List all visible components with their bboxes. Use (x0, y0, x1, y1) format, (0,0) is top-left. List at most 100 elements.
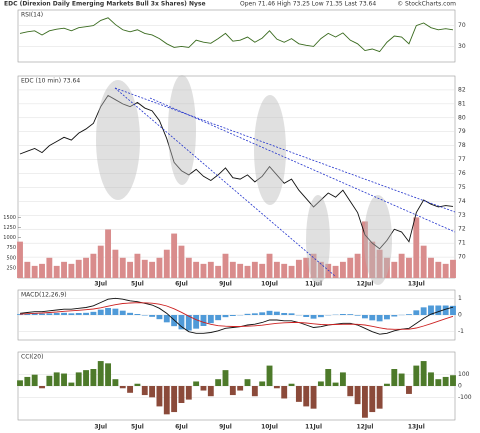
trend-line (114, 87, 336, 277)
bar (450, 375, 456, 386)
bar (303, 386, 310, 407)
bar (391, 261, 398, 278)
bar (68, 263, 75, 278)
bar (53, 265, 60, 278)
bar (75, 313, 82, 315)
bar (376, 386, 383, 409)
bar (200, 386, 207, 391)
bar (105, 308, 112, 315)
bar (420, 307, 427, 315)
bar (361, 221, 368, 278)
bar (178, 386, 185, 403)
bar (127, 312, 134, 315)
x-tick-label: 3Jul (94, 281, 107, 288)
bar (97, 309, 104, 315)
bar (46, 375, 53, 386)
bar (193, 381, 200, 386)
bar (332, 265, 339, 278)
bar (273, 386, 280, 389)
bar (413, 217, 420, 278)
y2-tick-label: 1500 (3, 215, 16, 221)
bar (251, 261, 258, 278)
bar (442, 305, 449, 315)
x-tick-label: 12Jul (356, 281, 373, 288)
x-tick-label: 6Jul (175, 281, 188, 288)
y-tick-label: 81 (458, 100, 466, 107)
bar (171, 233, 178, 278)
bar (369, 241, 376, 278)
y-tick-label: 77 (458, 156, 466, 163)
bar (31, 374, 38, 386)
bar (332, 382, 339, 386)
bar (31, 313, 38, 315)
bar (266, 310, 273, 315)
bar (24, 261, 31, 278)
bar (178, 315, 185, 330)
y-tick-label: -100 (458, 394, 472, 401)
x-tick-label: 9Jul (219, 424, 232, 431)
bar (90, 369, 97, 386)
bar (105, 229, 112, 278)
bar (46, 313, 53, 315)
bar (31, 265, 38, 278)
bar (163, 249, 170, 278)
bar (384, 315, 390, 320)
bar (215, 315, 222, 321)
bar (229, 315, 236, 316)
bar (354, 253, 361, 278)
bar (369, 315, 376, 321)
panel-title: EDC (10 min) 73.64 (21, 78, 80, 85)
bar (17, 380, 23, 386)
bar (171, 386, 178, 413)
bar (68, 313, 75, 315)
bar (134, 383, 141, 386)
bar (215, 379, 222, 386)
y-tick-label: 30 (458, 43, 466, 50)
bar (428, 257, 434, 278)
bar (435, 305, 442, 315)
bar (185, 315, 192, 331)
bar (354, 386, 361, 405)
bar (119, 386, 126, 389)
y-tick-label: 70 (458, 22, 466, 29)
x-tick-label: 13Jul (408, 424, 425, 431)
bar (398, 253, 405, 278)
bar (244, 265, 251, 278)
y-tick-label: 71 (458, 240, 466, 247)
bar (222, 315, 229, 318)
highlight (306, 195, 330, 285)
bar (200, 263, 207, 278)
x-tick-label: 9Jul (219, 281, 232, 288)
bar (251, 313, 258, 315)
y-tick-label: 75 (458, 184, 466, 191)
bar (39, 263, 45, 278)
bar (141, 259, 148, 278)
bar (215, 265, 222, 278)
bar (24, 313, 31, 315)
bar (119, 257, 126, 278)
y-tick-label: 100 (458, 371, 470, 378)
bar (17, 314, 23, 315)
bar (68, 382, 75, 386)
line (19, 297, 454, 335)
bar (134, 314, 141, 315)
bar (39, 313, 45, 315)
bar (384, 257, 390, 278)
y2-tick-label: 1000 (3, 235, 16, 241)
bar (156, 386, 163, 407)
bar (178, 245, 185, 278)
bar (75, 259, 82, 278)
bar (97, 361, 104, 386)
bar (435, 261, 442, 278)
bar (347, 314, 354, 315)
annotations (96, 75, 456, 285)
bar (325, 263, 332, 278)
bar (97, 245, 104, 278)
bar (83, 370, 89, 386)
y2-tick-label: 500 (6, 255, 16, 261)
bar (90, 311, 97, 315)
line (19, 17, 454, 53)
bar (361, 386, 368, 418)
y-tick-label: 1 (458, 295, 462, 302)
bar (376, 249, 383, 278)
